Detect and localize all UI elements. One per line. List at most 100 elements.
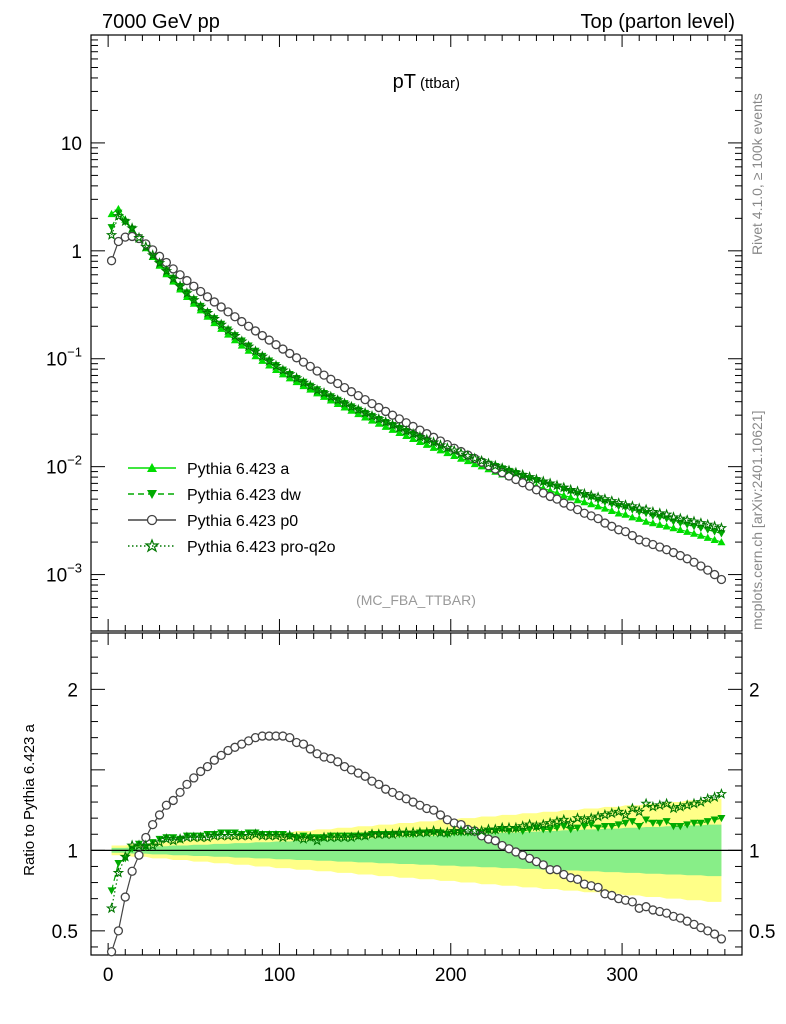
ratio-point-dw-33	[333, 832, 342, 840]
point-a-49	[443, 448, 452, 457]
point-a-48	[436, 446, 445, 454]
point-p0-31	[319, 370, 329, 380]
point-p0-38	[367, 398, 377, 409]
point-a-89	[717, 538, 726, 546]
ratio-point-p0-68	[572, 874, 583, 884]
ratio-ylabel: Ratio to Pythia 6.423 a	[21, 723, 38, 875]
point-proq2o-26	[283, 368, 296, 380]
ratio-point-dw-73	[607, 823, 616, 831]
point-proq2o-75	[619, 499, 632, 511]
series-line-dw	[111, 211, 722, 535]
point-a-87	[703, 533, 712, 541]
point-proq2o-8	[160, 264, 173, 276]
point-dw-28	[299, 378, 308, 386]
point-a-50	[450, 451, 459, 460]
ratio-point-dw-74	[614, 821, 623, 829]
point-proq2o-33	[331, 394, 344, 405]
ratio-point-p0-10	[175, 787, 185, 798]
legend-entry-proq2o: Pythia 6.423 pro-q2o	[128, 538, 336, 556]
ratio-point-dw-85	[690, 819, 699, 827]
point-a-21	[251, 352, 260, 360]
point-a-83	[676, 525, 685, 533]
ratio-point-proq2o-59	[510, 821, 522, 833]
ratio-point-dw-80	[655, 819, 664, 827]
ratio-series-proq2o	[105, 787, 728, 914]
point-proq2o-31	[318, 387, 330, 399]
y-tick-label: 10−3	[46, 561, 82, 587]
point-proq2o-59	[510, 466, 522, 478]
point-proq2o-23	[263, 355, 275, 367]
point-proq2o-15	[208, 312, 220, 324]
point-p0-33	[333, 378, 343, 389]
point-proq2o-37	[359, 407, 371, 418]
point-p0-11	[182, 275, 192, 286]
ratio-point-p0-26	[285, 733, 295, 743]
point-proq2o-50	[448, 444, 460, 456]
x-tick-label: 100	[264, 965, 296, 986]
ratio-point-p0-76	[627, 897, 638, 907]
point-proq2o-45	[414, 430, 426, 442]
legend-entry-p0: Pythia 6.423 p0	[128, 513, 298, 530]
ratio-point-proq2o-85	[688, 797, 700, 809]
ratio-point-proq2o-26	[283, 829, 296, 841]
ratio-point-dw-88	[710, 816, 719, 824]
ratio-point-p0-8	[161, 800, 172, 810]
point-proq2o-6	[146, 249, 159, 261]
ratio-point-dw-81	[662, 818, 671, 826]
point-dw-62	[532, 476, 541, 485]
point-proq2o-84	[681, 514, 693, 525]
ratio-point-proq2o-63	[537, 818, 550, 830]
ratio-point-dw-75	[621, 819, 630, 827]
ratio-point-dw-83	[676, 823, 685, 831]
ratio-point-dw-32	[326, 832, 335, 840]
point-a-52	[463, 456, 472, 465]
ratio-point-proq2o-73	[606, 807, 618, 819]
ratio-y-tick-label: 2	[67, 680, 78, 701]
point-proq2o-4	[133, 231, 145, 243]
legend-entry-dw: Pythia 6.423 dw	[128, 487, 301, 504]
point-proq2o-7	[153, 257, 166, 268]
point-proq2o-5	[140, 240, 152, 252]
point-p0-86	[696, 561, 706, 571]
ratio-point-proq2o-79	[647, 800, 659, 812]
ratio-point-p0-88	[709, 929, 720, 939]
ratio-point-dw-70	[587, 821, 596, 829]
point-p0-87	[703, 565, 713, 575]
point-a-23	[265, 361, 274, 369]
point-proq2o-70	[585, 489, 597, 501]
ratio-point-p0-65	[552, 865, 562, 875]
point-a-45	[415, 437, 424, 445]
point-a-78	[642, 517, 651, 525]
point-proq2o-36	[352, 403, 364, 415]
ratio-point-p0-47	[428, 805, 439, 815]
point-proq2o-0	[105, 229, 118, 240]
ratio-panel-uncertainty-bands	[91, 798, 742, 902]
point-p0-61	[524, 481, 535, 491]
point-proq2o-60	[516, 468, 529, 480]
point-a-47	[429, 443, 438, 451]
point-p0-16	[216, 302, 226, 312]
point-a-73	[607, 506, 616, 514]
point-p0-65	[552, 494, 562, 504]
ratio-point-proq2o-72	[599, 808, 611, 820]
ratio-point-dw-15	[210, 831, 219, 839]
point-proq2o-69	[578, 487, 591, 499]
point-a-24	[272, 365, 281, 373]
point-a-85	[690, 529, 699, 537]
point-a-84	[683, 527, 692, 535]
rivet-label: Rivet 4.1.0, ≥ 100k events	[749, 93, 765, 255]
ratio-point-proq2o-70	[585, 812, 597, 824]
ratio-point-proq2o-20	[242, 829, 255, 841]
point-proq2o-51	[455, 447, 467, 459]
point-proq2o-61	[523, 471, 536, 483]
point-proq2o-41	[386, 418, 399, 430]
legend-label-dw: Pythia 6.423 dw	[187, 487, 301, 504]
point-p0-36	[353, 390, 363, 401]
point-a-76	[628, 513, 637, 521]
ratio-point-p0-63	[538, 860, 548, 870]
point-proq2o-66	[558, 481, 570, 493]
point-proq2o-79	[647, 505, 659, 517]
point-dw-59	[511, 469, 520, 478]
point-proq2o-73	[606, 495, 618, 506]
